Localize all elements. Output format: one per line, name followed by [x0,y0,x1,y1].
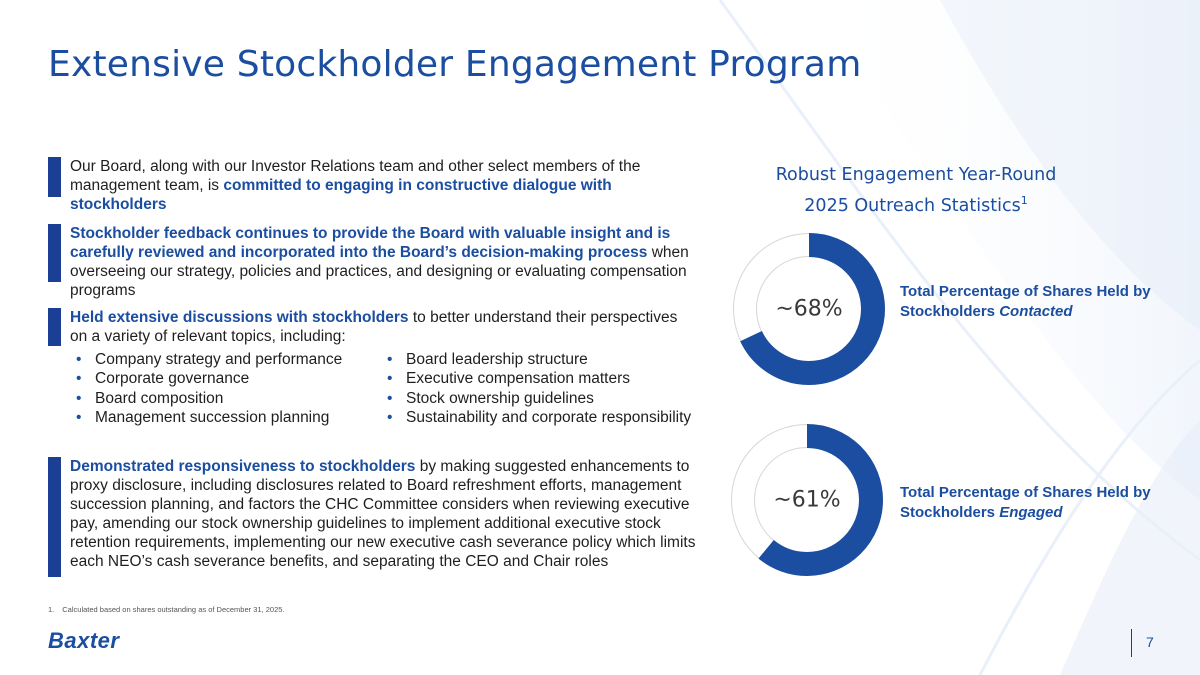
donut-chart-engaged: ~61% [731,424,883,576]
list-item: • Sustainability and corporate responsibi… [387,408,692,426]
page-title: Extensive Stockholder Engagement Program [48,44,862,85]
donut-percentage: ~61% [773,487,841,513]
accent-bar [48,157,61,197]
list-item: • Board leadership structure [387,351,588,368]
body-text: by making suggested enhancements to prox… [70,458,696,570]
stats-heading: Robust Engagement Year-Round 2025 Outrea… [760,163,1072,219]
body-text: when overseeing our strategy, policies a… [70,244,689,299]
engagement-block-1: Our Board, along with our Investor Relat… [48,157,698,213]
emphasis-text: Stockholder feedback continues to provid… [70,225,671,261]
page-number: 7 [1146,634,1154,650]
engagement-block-3: Held extensive discussions with stockhol… [48,308,698,346]
accent-bar [48,308,61,346]
list-item: • Corporate governance [76,370,250,388]
block-text: Held extensive discussions with stockhol… [70,308,698,346]
emphasis-text: Demonstrated responsiveness to stockhold… [70,458,416,475]
donut-value-arc [733,233,885,385]
stat-label-engaged: Total Percentage of Shares Held by Stock… [900,484,1151,521]
list-item: • Stock ownership guidelines [387,389,594,407]
list-item: • Company strategy and performance [76,351,343,368]
footnote: 1. Calculated based on shares outstanding… [48,605,285,614]
engagement-block-2: Stockholder feedback continues to provid… [48,224,698,299]
body-text: Our Board, along with our Investor Relat… [70,158,641,194]
baxter-logo: Baxter [48,628,120,653]
emphasis-text: committed to engaging in constructive di… [70,177,612,213]
stats-heading-line1: Robust Engagement Year-Round [775,165,1057,185]
list-item: • Board composition [76,389,224,407]
block-text: Stockholder feedback continues to provid… [70,224,698,300]
accent-bar [48,457,61,577]
topics-column-left: • Company strategy and performance • Corpo… [74,350,342,427]
emphasis-text: Held extensive discussions with stockhol… [70,309,409,326]
background-swoosh-decoration [718,0,1200,675]
topics-column-right: • Board leadership structure • Executive c… [385,350,691,427]
accent-bar [48,224,61,282]
donut-percentage: ~68% [775,296,843,322]
block-text: Our Board, along with our Investor Relat… [70,157,698,214]
donut-chart-contacted: ~68% [733,233,885,385]
donut-value-arc [731,424,883,576]
stat-label-contacted: Total Percentage of Shares Held by Stock… [900,283,1151,320]
body-text: to better understand their perspectives … [70,309,678,345]
list-item: • Management succession planning [76,408,330,426]
engagement-block-4: Demonstrated responsiveness to stockhold… [48,457,698,577]
stats-heading-line2: 2025 Outreach Statistics1 [804,194,1028,216]
page-number-divider [1131,629,1132,657]
list-item: • Executive compensation matters [387,370,630,388]
block-text: Demonstrated responsiveness to stockhold… [70,457,698,571]
